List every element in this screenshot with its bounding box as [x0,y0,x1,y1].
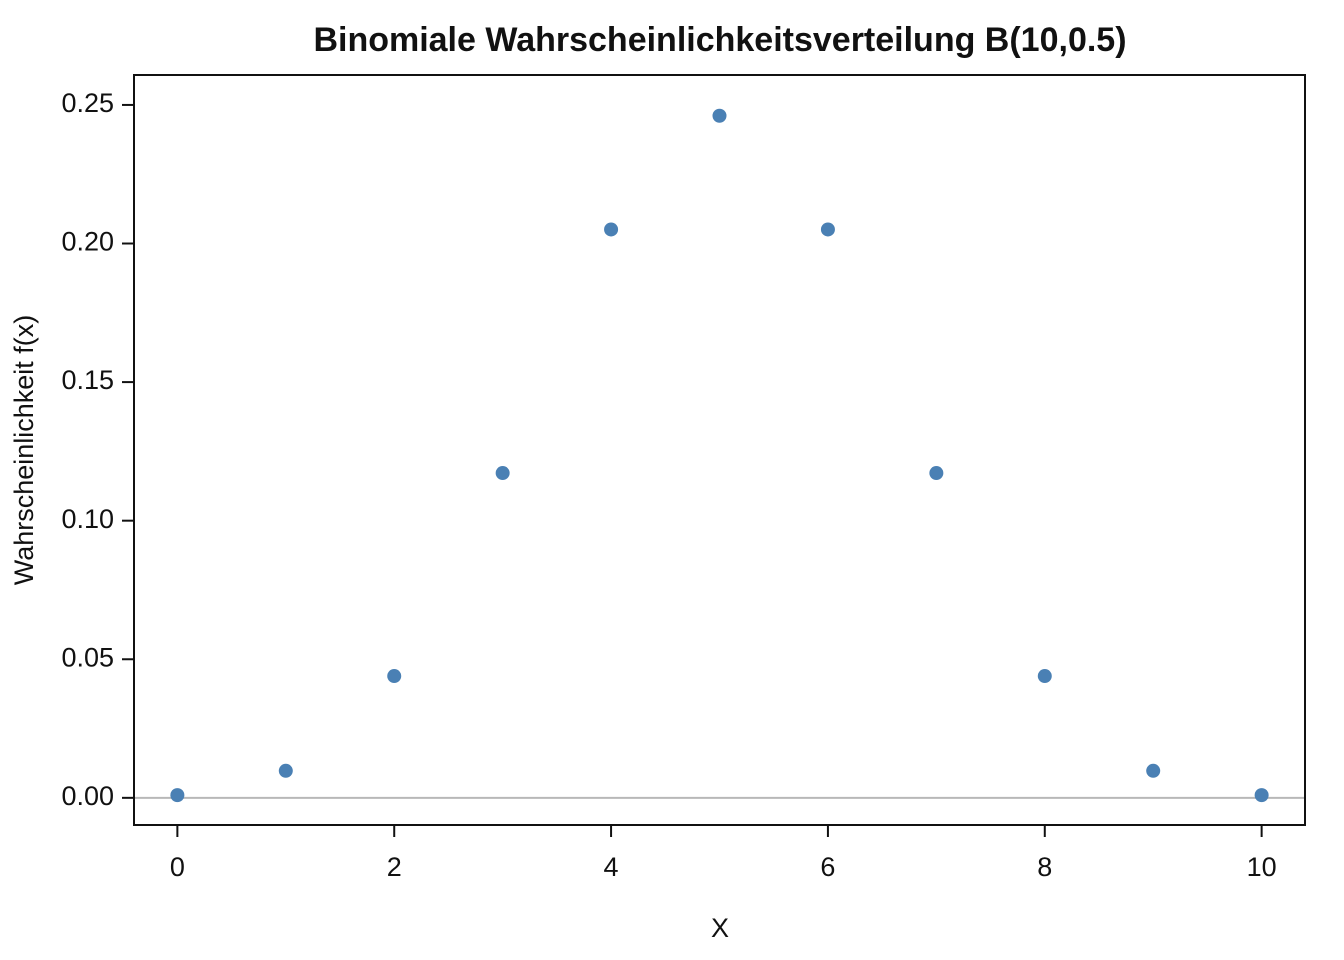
point [604,222,619,237]
chart-title: Binomiale Wahrscheinlichkeitsverteilung … [313,21,1126,59]
x-axis-label: X [711,913,729,943]
x-tick-label: 10 [1247,852,1277,882]
x-tick-label: 2 [387,852,402,882]
point [1254,788,1269,803]
y-axis-label: Wahrscheinlichkeit f(x) [9,315,39,586]
plot-frame [133,74,1306,826]
point [929,466,944,481]
x-tick-label: 6 [820,852,835,882]
x-tick-label: 8 [1037,852,1052,882]
point [387,669,402,684]
point [820,222,835,237]
x-tick-label: 0 [170,852,185,882]
point [278,763,293,778]
point [712,108,727,123]
y-tick-label: 0.25 [61,88,114,118]
y-tick-label: 0.20 [61,227,114,257]
x-tick-label: 4 [604,852,619,882]
point [170,788,185,803]
y-tick-label: 0.10 [61,504,114,534]
point [1146,763,1161,778]
point [495,466,510,481]
y-tick-label: 0.15 [61,365,114,395]
y-tick-label: 0.00 [61,781,114,811]
point [1037,669,1052,684]
y-tick-label: 0.05 [61,642,114,672]
